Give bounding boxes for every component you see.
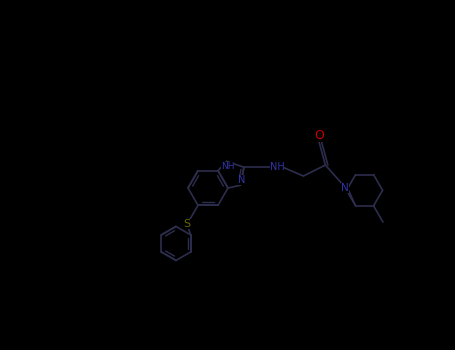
Text: N: N [341,183,349,193]
Text: O: O [314,130,324,142]
Text: N: N [238,175,245,185]
Text: S: S [183,219,191,229]
Text: NH: NH [269,162,284,172]
Text: NH: NH [221,162,234,171]
